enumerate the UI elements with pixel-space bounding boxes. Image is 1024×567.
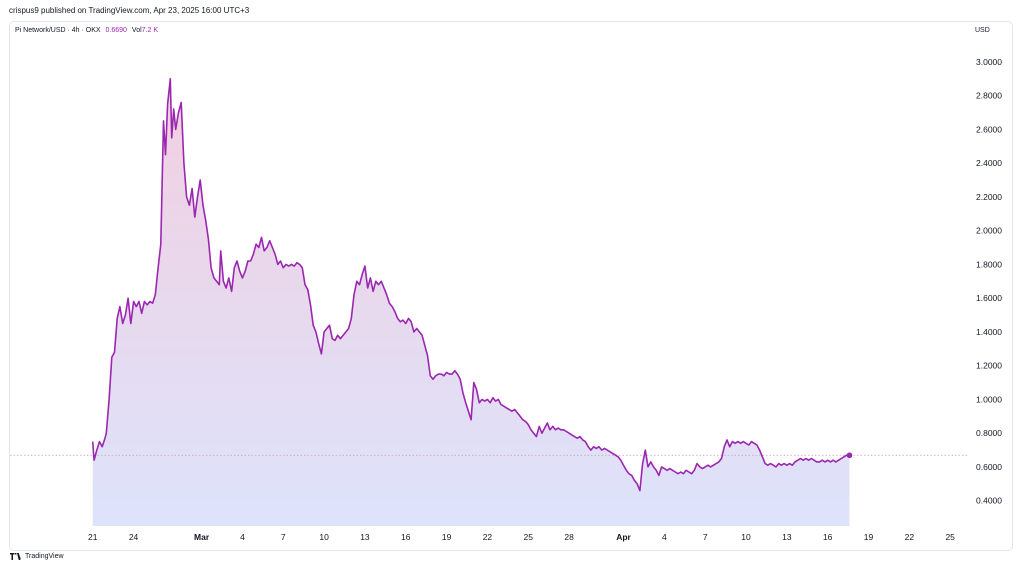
x-tick-label: 7 [281, 532, 286, 542]
last-price-dot [846, 452, 853, 459]
price-line [91, 78, 850, 492]
x-tick-label: 19 [864, 532, 874, 542]
y-tick-label: 0.6000 [976, 462, 1002, 472]
x-tick-label: 10 [741, 532, 751, 542]
price-area-fill [92, 78, 850, 527]
y-tick-label: 2.6000 [976, 124, 1002, 134]
y-tick-label: 2.2000 [976, 192, 1002, 202]
last-price-label: 0.6690 [105, 27, 127, 34]
x-tick-label: 28 [564, 532, 574, 542]
y-tick-label: 2.8000 [976, 91, 1002, 101]
footer-brand[interactable]: TradingView [10, 553, 64, 560]
y-tick-label: 2.0000 [976, 226, 1002, 236]
chart-frame [9, 21, 1013, 551]
chart-legend: Pi Network/USD · 4h · OKX 0.6690 Vol7.2 … [15, 27, 158, 34]
symbol-label: Pi Network/USD · 4h · OKX [15, 27, 101, 34]
brand-label: TradingView [25, 553, 64, 560]
tradingview-logo-icon [10, 553, 22, 560]
price-axis[interactable]: 0.4000 0.6000 0.8000 1.0000 1.2000 1.4000 1.60… [976, 57, 1002, 506]
time-axis[interactable]: 21 24 Mar 4 7 10 13 16 19 22 25 28 Apr 4 7 10 13 16 19 22 25 [88, 532, 955, 542]
x-tick-label: 16 [401, 532, 411, 542]
x-tick-label: 22 [905, 532, 915, 542]
x-tick-label: 25 [524, 532, 534, 542]
x-tick-label: 16 [823, 532, 833, 542]
x-tick-label: 24 [129, 532, 139, 542]
x-tick-label: 19 [442, 532, 452, 542]
y-tick-label: 1.2000 [976, 361, 1002, 371]
x-tick-label: Mar [194, 532, 210, 542]
x-tick-label: 4 [662, 532, 667, 542]
y-tick-label: 1.0000 [976, 394, 1002, 404]
y-tick-label: 2.4000 [976, 158, 1002, 168]
y-tick-label: 0.8000 [976, 428, 1002, 438]
x-tick-label: 25 [945, 532, 955, 542]
x-tick-label: Apr [616, 532, 631, 542]
x-tick-label: 13 [360, 532, 370, 542]
volume-value: 7.2 K [141, 27, 158, 34]
currency-label: USD [975, 27, 990, 34]
x-tick-label: 21 [88, 532, 98, 542]
y-tick-label: 0.4000 [976, 496, 1002, 506]
y-tick-label: 1.8000 [976, 259, 1002, 269]
y-tick-label: 1.4000 [976, 327, 1002, 337]
publish-info: crispus9 published on TradingView.com, A… [9, 6, 250, 15]
y-tick-label: 3.0000 [976, 57, 1002, 67]
x-tick-label: 4 [240, 532, 245, 542]
x-tick-label: 7 [703, 532, 708, 542]
x-tick-label: 10 [319, 532, 329, 542]
x-tick-label: 22 [483, 532, 493, 542]
y-tick-label: 1.6000 [976, 293, 1002, 303]
x-tick-label: 13 [782, 532, 792, 542]
volume-label: Vol [131, 27, 142, 34]
